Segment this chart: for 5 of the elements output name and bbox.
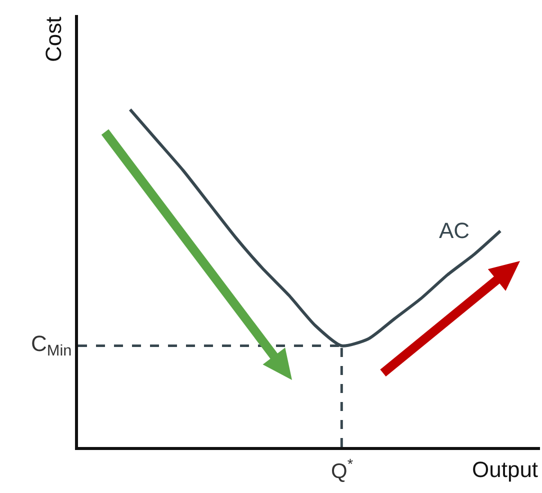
text: Q$^{*}$ [331, 457, 354, 483]
y-axis-title: Cost [41, 16, 66, 62]
series-label: AC [439, 218, 470, 243]
ref-line-label: C$_{Min}$ [31, 331, 72, 360]
x-axis-title: Output [472, 457, 538, 482]
